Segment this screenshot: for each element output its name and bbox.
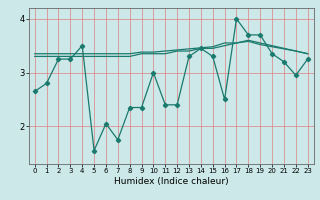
X-axis label: Humidex (Indice chaleur): Humidex (Indice chaleur) bbox=[114, 177, 228, 186]
